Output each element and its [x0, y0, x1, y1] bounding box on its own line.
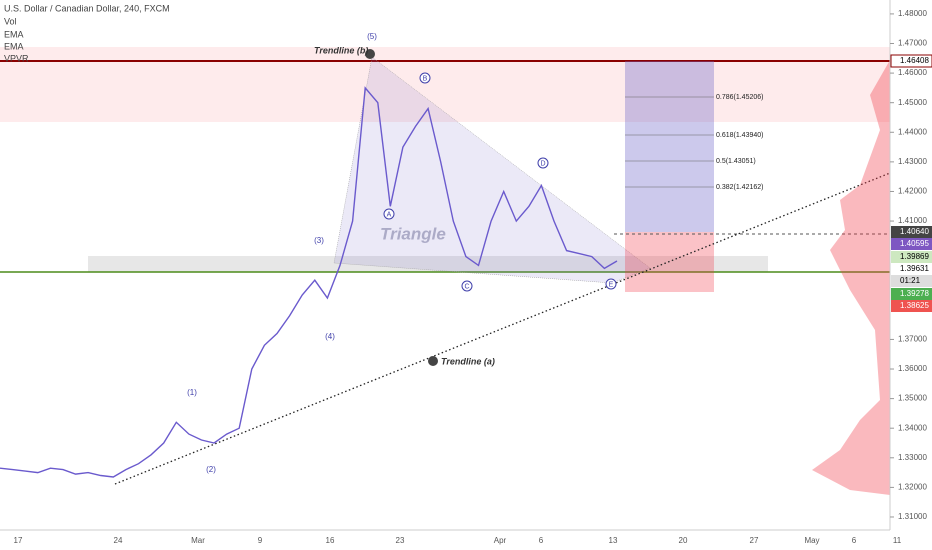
y-tick-label: 1.35000: [898, 394, 927, 403]
x-tick-label: 16: [326, 536, 335, 545]
annotation: Trendline (a): [441, 356, 495, 366]
price-badge-label: 1.39278: [900, 289, 929, 298]
price-badge-label: 1.38625: [900, 301, 929, 310]
price-badge-label: 01:21: [900, 276, 921, 285]
x-tick-label: 23: [396, 536, 405, 545]
x-tick-label: Apr: [494, 536, 507, 545]
wave-marker: [383, 208, 395, 220]
x-tick-label: 6: [852, 536, 857, 545]
x-tick-label: 27: [750, 536, 759, 545]
y-tick-label: 1.44000: [898, 127, 927, 136]
indicator: EMA: [4, 29, 24, 39]
y-tick-label: 1.42000: [898, 187, 927, 196]
x-tick-label: May: [804, 536, 819, 545]
x-tick-label: 20: [679, 536, 688, 545]
y-tick-label: 1.41000: [898, 216, 927, 225]
wave-label: E: [609, 281, 614, 288]
wave-marker: [461, 280, 473, 292]
support-zone: [88, 256, 768, 272]
price-badge-label: 1.40595: [900, 239, 929, 248]
x-tick-label: 13: [609, 536, 618, 545]
x-tick-label: 17: [14, 536, 23, 545]
indicator: VPVR: [4, 53, 29, 63]
x-tick-label: 6: [539, 536, 544, 545]
fib-label: 0.5(1.43051): [716, 158, 756, 165]
y-tick-label: 1.31000: [898, 512, 927, 521]
price-badge-label: 1.46408: [900, 56, 929, 65]
price-badge-label: 1.39869: [900, 252, 929, 261]
y-tick-label: 1.37000: [898, 335, 927, 344]
y-tick-label: 1.45000: [898, 98, 927, 107]
wave-marker: [419, 72, 431, 84]
trendline-a-dot: [428, 356, 438, 366]
price-line: [0, 86, 618, 478]
price-badge: [891, 275, 932, 287]
wave-label: (1): [187, 388, 197, 397]
y-tick-label: 1.32000: [898, 482, 927, 491]
price-badge-label: 1.40640: [900, 227, 929, 236]
wave-label: (4): [325, 332, 335, 341]
wave-marker: [537, 157, 549, 169]
price-badge-label: 1.39631: [900, 264, 929, 273]
x-tick-label: 24: [114, 536, 123, 545]
fib-label: 0.618(1.43940): [716, 132, 763, 139]
wave-label: (5): [367, 32, 377, 41]
x-tick-label: 9: [258, 536, 263, 545]
symbol-title: U.S. Dollar / Canadian Dollar, 240, FXCM: [4, 3, 170, 13]
wave-label: D: [540, 160, 545, 167]
indicator: EMA: [4, 41, 24, 51]
price-badge: [891, 300, 932, 312]
fib-label: 0.786(1.45206): [716, 94, 763, 101]
volume-profile: [812, 60, 890, 495]
trendline-b-dot: [365, 49, 375, 59]
price-badge: [891, 288, 932, 300]
wave-marker: [605, 278, 617, 290]
wave-label: A: [387, 211, 392, 218]
fib-label: 0.382(1.42162): [716, 184, 763, 191]
target-box: [625, 61, 714, 232]
wave-label: (2): [206, 465, 216, 474]
x-tick-label: 11: [893, 536, 902, 545]
y-tick-label: 1.43000: [898, 157, 927, 166]
y-tick-label: 1.34000: [898, 423, 927, 432]
y-tick-label: 1.48000: [898, 9, 927, 18]
price-badge: [891, 238, 932, 250]
wave-label: C: [464, 283, 469, 290]
resistance-zone: [0, 47, 890, 122]
price-badge: [891, 226, 932, 238]
x-tick-label: Mar: [191, 536, 205, 545]
price-badge: [891, 251, 932, 263]
price-badge: [890, 54, 932, 68]
price-badge: [891, 263, 932, 275]
y-tick-label: 1.47000: [898, 39, 927, 48]
annotation: Triangle: [380, 224, 446, 243]
wave-label: (3): [314, 236, 324, 245]
annotation: Trendline (b): [314, 45, 368, 55]
y-tick-label: 1.33000: [898, 453, 927, 462]
y-tick-label: 1.46000: [898, 68, 927, 77]
y-tick-label: 1.36000: [898, 364, 927, 373]
indicator: Vol: [4, 16, 17, 26]
wave-label: B: [423, 75, 428, 82]
